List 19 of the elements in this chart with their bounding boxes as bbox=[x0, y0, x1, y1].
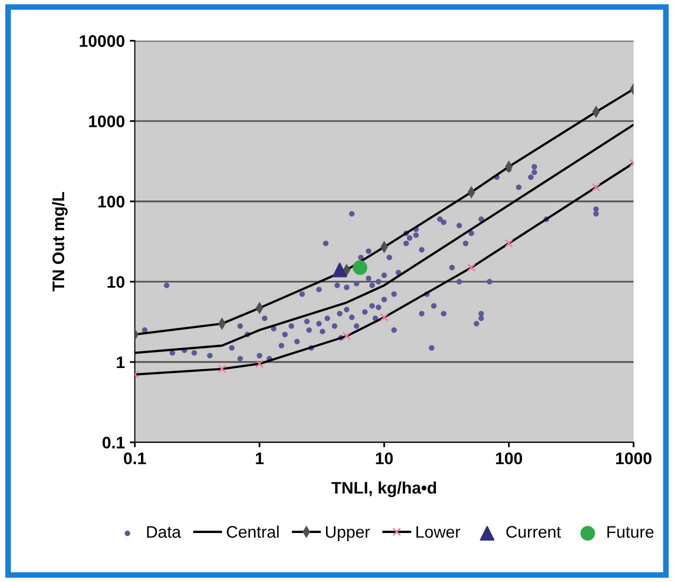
x-tick-label: 100 bbox=[496, 452, 522, 464]
x-tick-label: 10 bbox=[376, 452, 393, 464]
y-tick-label: 10 bbox=[108, 276, 124, 288]
legend-label: Current bbox=[506, 526, 561, 538]
legend-label: Future bbox=[607, 526, 654, 538]
y-tick-label: 100 bbox=[98, 196, 124, 208]
legend-label: Upper bbox=[326, 526, 370, 542]
y-tick-label: 1000 bbox=[89, 115, 124, 128]
y-axis-title: TN Out mg/L bbox=[52, 192, 68, 292]
x-tick-label: 1000 bbox=[616, 452, 652, 464]
legend-label: Lower bbox=[416, 526, 460, 538]
y-tick-label: 1 bbox=[116, 356, 125, 368]
legend-label: Central bbox=[226, 526, 279, 538]
y-tick-label: 10000 bbox=[80, 35, 124, 47]
x-axis-title: TNLI, kg/ha•d bbox=[331, 481, 436, 498]
legend-label: Data bbox=[147, 526, 181, 538]
x-tick-label: 1 bbox=[256, 452, 264, 464]
y-tick-label: 0.1 bbox=[102, 436, 125, 449]
x-tick-label: 0.1 bbox=[124, 452, 146, 464]
